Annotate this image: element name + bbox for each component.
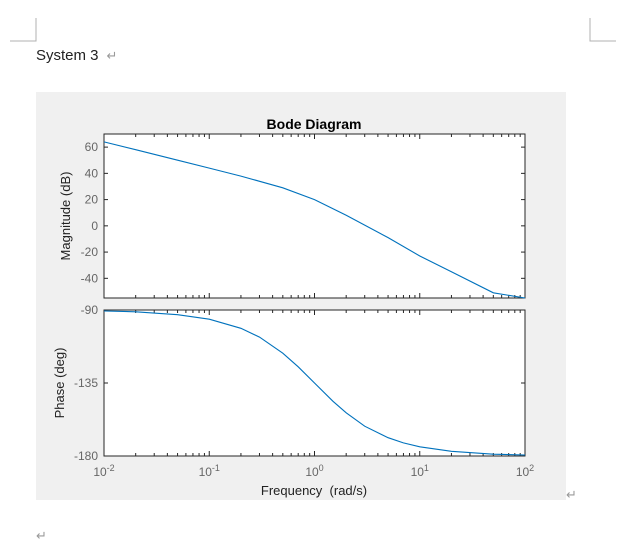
phase-y-axis-label: Phase (deg) — [52, 348, 67, 419]
bode-diagram-chart: Bode Diagram 60 40 20 0 -20 -40 -90 -135 -180 1… — [52, 116, 534, 498]
x-tick-label: 10-2 — [93, 463, 114, 479]
chart-title: Bode Diagram — [267, 116, 362, 132]
x-tick-label: 10-1 — [199, 463, 220, 479]
phase-y-ticks: -90 -135 -180 — [74, 303, 525, 463]
heading-text: System 3 — [36, 47, 99, 64]
magnitude-axes — [103, 133, 526, 299]
paragraph-mark-icon: ↵ — [106, 48, 118, 63]
paragraph-mark-icon: ↵ — [36, 528, 47, 543]
bode-figure[interactable]: Bode Diagram 60 40 20 0 -20 -40 -90 -135 -180 1… — [36, 92, 566, 500]
phase-series-line — [103, 310, 526, 456]
page-corner-mark-right — [589, 18, 616, 42]
x-axis-label: Frequency (rad/s) — [261, 483, 367, 498]
magnitude-y-tick-label: 0 — [91, 219, 98, 233]
phase-y-tick-label: -90 — [81, 303, 99, 317]
x-tick-label: 102 — [516, 463, 534, 479]
magnitude-y-tick-label: 40 — [85, 166, 99, 180]
magnitude-y-tick-label: 60 — [85, 140, 99, 154]
document-heading[interactable]: System 3 ↵ — [36, 47, 117, 64]
x-tick-label: 101 — [411, 463, 429, 479]
paragraph-mark-icon: ↵ — [566, 487, 577, 502]
magnitude-y-axis-label: Magnitude (dB) — [58, 172, 73, 261]
x-tick-label: 100 — [305, 463, 323, 479]
magnitude-y-tick-label: -20 — [81, 245, 99, 259]
frequency-x-ticks: 10-2 10-1 100 101 102 — [93, 134, 534, 479]
phase-y-tick-label: -135 — [74, 376, 98, 390]
page-corner-mark-left — [10, 18, 37, 42]
phase-y-tick-label: -180 — [74, 449, 98, 463]
magnitude-series-line — [103, 141, 526, 299]
magnitude-y-tick-label: 20 — [85, 193, 99, 207]
magnitude-y-ticks: 60 40 20 0 -20 -40 — [81, 140, 525, 285]
magnitude-y-tick-label: -40 — [81, 271, 99, 285]
